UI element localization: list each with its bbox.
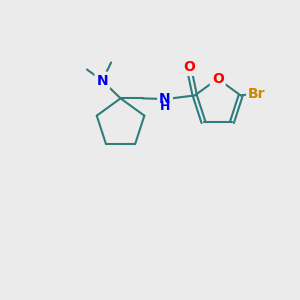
Text: N: N	[97, 74, 108, 88]
Text: N: N	[159, 92, 171, 106]
Text: O: O	[184, 60, 195, 74]
Text: H: H	[160, 100, 170, 113]
Text: O: O	[212, 72, 224, 86]
Text: Br: Br	[248, 87, 266, 101]
